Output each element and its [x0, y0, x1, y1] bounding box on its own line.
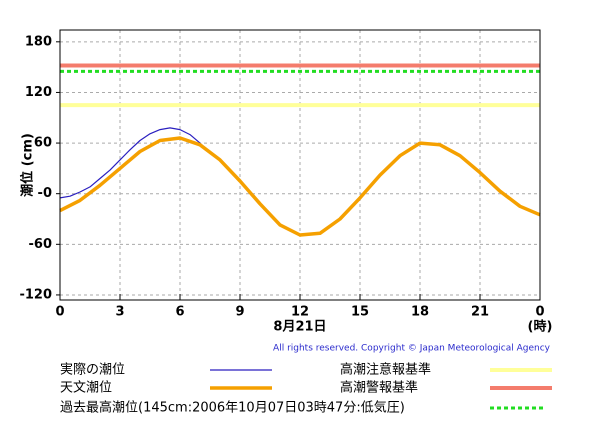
x-tick-label: 6: [175, 305, 184, 320]
x-tick-label: 12: [291, 305, 309, 320]
series-line: [59, 127, 211, 199]
y-axis-label: 潮位 (cm): [20, 133, 36, 197]
y-tick-label: -0: [38, 186, 52, 201]
y-tick-label: -60: [29, 237, 53, 252]
legend-label: 過去最高潮位(145cm:2006年10月07日03時47分:低気圧): [60, 400, 405, 416]
legend-label: 高潮注意報基準: [340, 362, 431, 378]
legend-label: 天文潮位: [60, 381, 112, 396]
x-axis-unit: (時): [528, 319, 553, 335]
x-tick-label: 3: [115, 305, 124, 320]
plot-frame: [59, 29, 541, 301]
x-tick-label: 9: [235, 305, 244, 320]
y-tick-label: 180: [25, 34, 52, 49]
legend-label: 実際の潮位: [60, 362, 125, 378]
x-tick-label: 18: [411, 305, 429, 320]
y-tick-label: -120: [19, 287, 52, 302]
x-axis-label: 8月21日: [273, 320, 326, 335]
x-tick-label: 15: [351, 305, 369, 320]
x-tick-label: 21: [471, 305, 489, 320]
legend-label: 高潮警報基準: [340, 380, 418, 396]
y-tick-label: 120: [25, 85, 52, 100]
y-tick-label: 60: [34, 136, 52, 151]
copyright: All rights reserved. Copyright © Japan M…: [273, 344, 551, 354]
series-line: [59, 136, 541, 237]
x-tick-label: 0: [55, 305, 64, 320]
x-tick-label: 0: [535, 305, 544, 320]
